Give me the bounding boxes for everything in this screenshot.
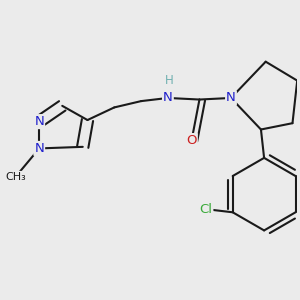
Text: CH₃: CH₃ [5, 172, 26, 182]
Text: N: N [34, 115, 44, 128]
Text: Cl: Cl [200, 202, 212, 216]
Text: O: O [186, 134, 197, 147]
Text: N: N [163, 92, 173, 104]
Text: H: H [165, 74, 174, 87]
Text: N: N [226, 92, 236, 104]
Text: N: N [34, 142, 44, 155]
